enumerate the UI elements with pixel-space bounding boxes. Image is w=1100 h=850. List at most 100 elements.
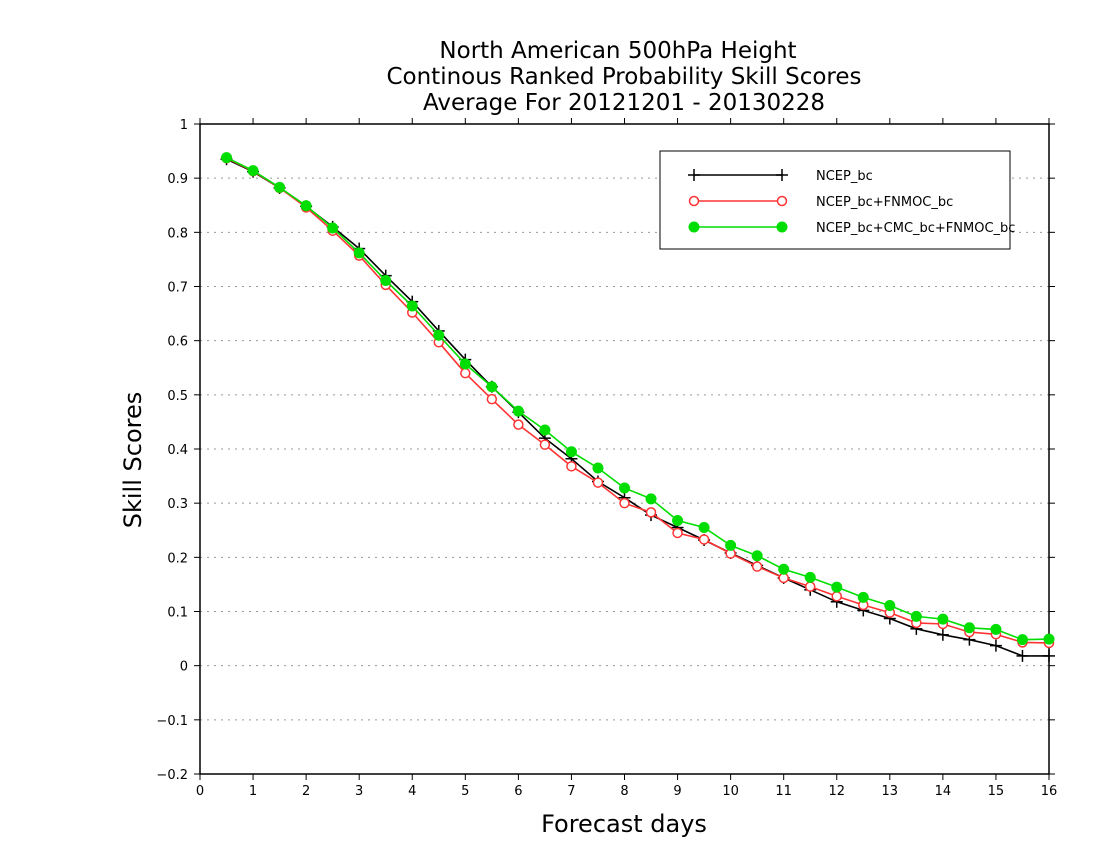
x-tick-label: 1 [249, 784, 257, 799]
data-point [1043, 649, 1055, 662]
data-point [804, 581, 816, 592]
x-axis-label: Forecast days [541, 810, 707, 838]
data-point [751, 550, 763, 562]
legend-label: NCEP_bc+CMC_bc+FNMOC_bc [816, 221, 1015, 236]
x-tick-label: 4 [408, 784, 416, 799]
y-tick-label: −0.2 [156, 768, 188, 783]
legend-marker-right [776, 169, 788, 181]
data-point [619, 497, 630, 509]
data-point [1016, 649, 1029, 662]
data-point [936, 628, 949, 641]
y-axis-label: Skill Scores [119, 392, 147, 529]
data-point [406, 300, 418, 312]
data-point [857, 591, 869, 603]
data-point [990, 623, 1002, 635]
legend-marker-left [688, 195, 700, 207]
data-point [1016, 634, 1028, 646]
data-point [725, 539, 737, 551]
data-point [513, 419, 524, 430]
data-point [433, 329, 445, 341]
data-point [989, 639, 1002, 652]
data-point [831, 581, 843, 593]
y-tick-label: 0.3 [167, 497, 188, 512]
legend-marker-right [776, 195, 788, 207]
chart-title-line-3: Average For 20121201 - 20130228 [423, 90, 825, 116]
data-point [778, 572, 789, 584]
data-point [353, 247, 365, 259]
data-point [698, 522, 710, 534]
legend-marker-left [688, 221, 700, 233]
x-tick-label: 16 [1041, 784, 1058, 799]
chart-title-line-1: North American 500hPa Height [439, 38, 796, 64]
data-point [274, 181, 286, 193]
data-point [539, 439, 551, 450]
legend-entry-1: NCEP_bc [688, 169, 873, 184]
y-tick-label: 0.1 [167, 606, 188, 621]
data-point [327, 222, 339, 234]
legend-marker-right [776, 221, 788, 233]
x-tick-label: 13 [882, 784, 899, 799]
y-tick-label: 1 [180, 118, 188, 133]
chart-title-line-2: Continous Ranked Probability Skill Score… [386, 64, 861, 90]
x-tick-label: 2 [302, 784, 310, 799]
legend-entry-3: NCEP_bc+CMC_bc+FNMOC_bc [688, 221, 1015, 236]
legend-entry-2: NCEP_bc+FNMOC_bc [688, 195, 953, 210]
data-point [592, 477, 604, 488]
data-point [565, 446, 577, 458]
legend: NCEP_bc NCEP_bc+FNMOC_bc NCEP_bc+CMC_bc+FN… [659, 150, 1015, 250]
data-point [460, 367, 471, 379]
data-point [963, 622, 975, 634]
legend-marker-left [688, 169, 700, 181]
x-tick-label: 9 [673, 784, 681, 799]
data-point [698, 534, 710, 545]
series-group [220, 152, 1055, 662]
data-point [672, 527, 683, 539]
chart-title: North American 500hPa Height Continous R… [386, 38, 861, 116]
data-point [459, 358, 471, 370]
axes: −0.2−0.100.10.20.30.40.50.60.70.80.910 1 2… [156, 118, 1057, 799]
data-point [566, 461, 577, 472]
grid-lines [200, 177, 1049, 721]
y-tick-label: 0.7 [167, 281, 188, 296]
data-point [778, 563, 790, 575]
data-point [751, 561, 763, 572]
data-point [910, 610, 922, 622]
data-point [486, 381, 498, 393]
y-tick-label: 0.5 [167, 389, 188, 404]
data-point [619, 482, 630, 494]
y-tick-label: −0.1 [156, 714, 188, 729]
data-point [247, 165, 259, 177]
data-point [380, 275, 392, 287]
y-tick-label: 0.8 [167, 226, 188, 241]
data-point [592, 462, 604, 474]
data-point [486, 393, 498, 405]
x-tick-label: 14 [935, 784, 952, 799]
x-tick-label: 10 [722, 784, 739, 799]
x-tick-label: 5 [461, 784, 469, 799]
x-tick-label: 15 [988, 784, 1005, 799]
x-tick-label: 12 [828, 784, 845, 799]
data-point [645, 507, 657, 518]
x-tick-label: 7 [567, 784, 575, 799]
legend-label: NCEP_bc+FNMOC_bc [816, 195, 953, 210]
data-point [645, 493, 657, 505]
y-tick-label: 0.4 [167, 443, 188, 458]
data-point [1043, 633, 1055, 645]
x-tick-label: 11 [775, 784, 792, 799]
y-tick-label: 0.2 [167, 551, 188, 566]
legend-label: NCEP_bc [816, 169, 873, 184]
y-tick-label: 0.6 [167, 335, 188, 350]
legend-box [659, 150, 1011, 250]
series-3 [221, 152, 1055, 646]
x-tick-label: 8 [620, 784, 628, 799]
data-point [804, 571, 816, 583]
data-point [539, 424, 551, 436]
x-tick-label: 6 [514, 784, 522, 799]
x-tick-label: 3 [355, 784, 363, 799]
y-tick-label: 0 [180, 660, 188, 675]
data-point [512, 405, 524, 417]
data-point [300, 200, 312, 212]
data-point [672, 515, 684, 526]
